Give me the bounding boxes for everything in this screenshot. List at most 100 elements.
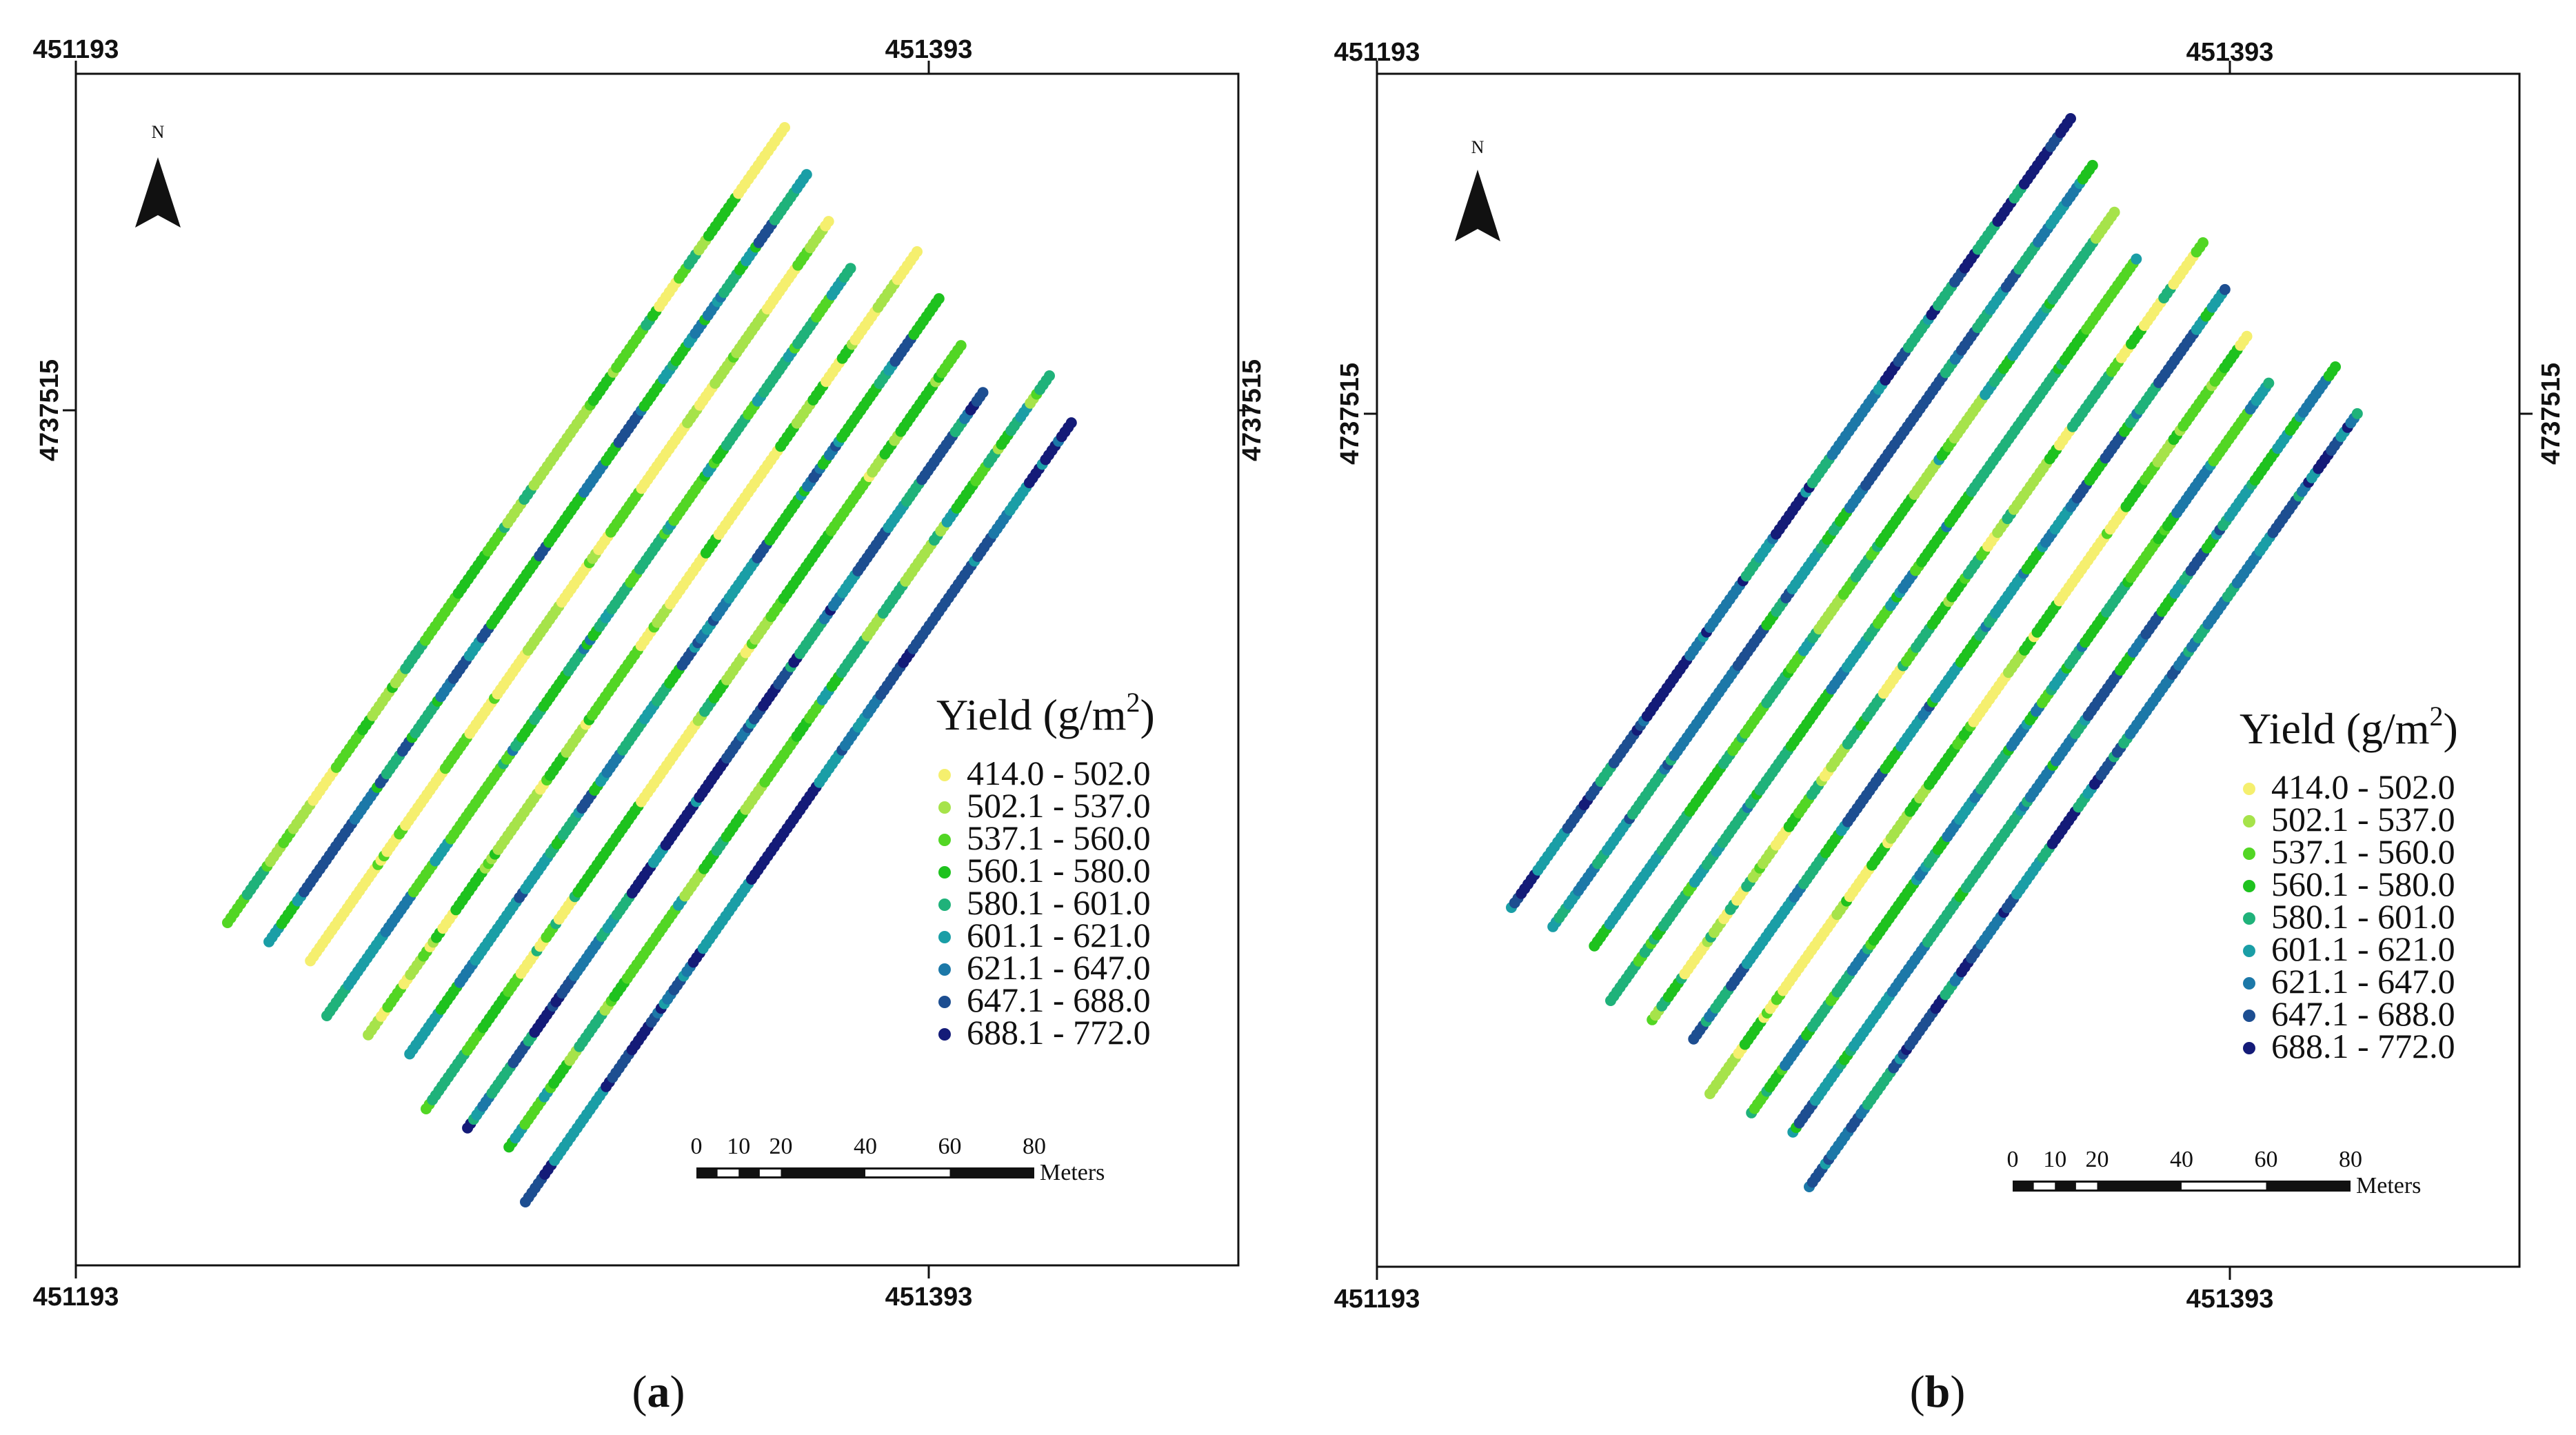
legend-label: 647.1 - 688.0 xyxy=(967,981,1151,1019)
legend-swatch xyxy=(2243,847,2255,860)
north-arrow-icon xyxy=(1455,170,1500,241)
legend-swatch xyxy=(2243,783,2255,795)
yield-point xyxy=(2241,330,2253,342)
north-arrow: N xyxy=(135,122,181,228)
coord-bottom-left: 451193 xyxy=(1334,1285,1420,1314)
scale-tick-label: 10 xyxy=(727,1134,750,1159)
scale-tick-label: 80 xyxy=(1023,1134,1046,1159)
scale-tick-label: 80 xyxy=(2339,1147,2362,1172)
coord-top-mid: 451393 xyxy=(885,35,973,64)
legend-label: 621.1 - 647.0 xyxy=(2271,962,2455,1001)
panel-b: 451193 451393 451193 451393 4737515 4737… xyxy=(1334,38,2566,1417)
yield-stripes-a xyxy=(222,122,1077,1207)
coord-bottom-mid: 451393 xyxy=(2186,1285,2274,1314)
legend-label: 580.1 - 601.0 xyxy=(2271,897,2455,936)
panel-label-b: (b) xyxy=(1910,1367,1966,1417)
legend-label: 688.1 - 772.0 xyxy=(2271,1027,2455,1065)
coord-top-left: 451193 xyxy=(1334,38,1420,67)
coord-top-mid: 451393 xyxy=(2186,38,2274,67)
coord-top-left: 451193 xyxy=(33,35,119,64)
legend-swatch xyxy=(938,1028,951,1041)
yield-point xyxy=(2330,361,2341,372)
yield-point xyxy=(2086,159,2098,171)
legend-label: 688.1 - 772.0 xyxy=(967,1013,1151,1052)
legend-label: 601.1 - 621.0 xyxy=(2271,930,2455,968)
coord-left-mid: 4737515 xyxy=(35,359,64,461)
legend-swatch xyxy=(2243,945,2255,957)
legend-swatch xyxy=(2243,912,2255,925)
coord-bottom-left: 451193 xyxy=(33,1283,119,1312)
legend-label: 560.1 - 580.0 xyxy=(967,851,1151,890)
yield-stripes-b xyxy=(1506,113,2363,1192)
map-frame xyxy=(1376,72,2521,1268)
legend-label: 560.1 - 580.0 xyxy=(2271,865,2455,903)
scale-bar-segment xyxy=(2033,1183,2055,1190)
north-arrow-icon xyxy=(135,157,181,228)
legend-swatch xyxy=(2243,1010,2255,1022)
map-frame xyxy=(74,72,1240,1267)
coord-right-mid: 4737515 xyxy=(1238,359,1267,461)
legend-label: 537.1 - 560.0 xyxy=(2271,832,2455,871)
north-label: N xyxy=(152,122,165,142)
legend-label: 414.0 - 502.0 xyxy=(2271,767,2455,806)
coord-left-mid: 4737515 xyxy=(1336,363,1365,465)
scale-tick-label: 60 xyxy=(2255,1147,2278,1172)
panel-a: 451193 451393 451193 451393 4737515 4737… xyxy=(33,35,1267,1417)
legend-swatch xyxy=(2243,815,2255,827)
yield-point xyxy=(2197,237,2208,248)
legend-swatch xyxy=(938,996,951,1008)
scale-unit-label: Meters xyxy=(2356,1173,2421,1198)
yield-point xyxy=(823,216,834,228)
legend-swatch xyxy=(938,931,951,943)
scale-tick-label: 20 xyxy=(2086,1147,2109,1172)
yield-point xyxy=(2109,206,2120,218)
yield-point xyxy=(955,340,967,352)
scale-bar-segment xyxy=(865,1170,950,1176)
scale-tick-label: 0 xyxy=(2007,1147,2019,1172)
scale-bar-segment xyxy=(717,1170,739,1176)
legend-label: 537.1 - 560.0 xyxy=(967,819,1151,857)
legend-label: 601.1 - 621.0 xyxy=(967,916,1151,954)
legend-swatch xyxy=(938,801,951,814)
yield-point xyxy=(2351,408,2363,419)
north-arrow: N xyxy=(1455,137,1500,241)
scale-tick-label: 10 xyxy=(2043,1147,2066,1172)
coord-bottom-mid: 451393 xyxy=(885,1283,973,1312)
north-label: N xyxy=(1471,137,1485,157)
yield-point xyxy=(2065,113,2076,124)
yield-point xyxy=(2131,253,2142,265)
legend-swatch xyxy=(938,963,951,976)
legend-title: Yield (g/m2) xyxy=(936,687,1155,739)
yield-point xyxy=(801,169,812,181)
yield-point xyxy=(933,293,945,305)
legend-swatch xyxy=(938,834,951,846)
scale-bar-segment xyxy=(759,1170,781,1176)
yield-point xyxy=(2263,377,2275,389)
legend-swatch xyxy=(2243,977,2255,990)
scale-unit-label: Meters xyxy=(1040,1160,1105,1185)
yield-point xyxy=(779,122,790,133)
legend-swatch xyxy=(938,866,951,879)
yield-point xyxy=(912,246,923,257)
yield-point xyxy=(1044,370,1055,381)
legend-label: 580.1 - 601.0 xyxy=(967,883,1151,922)
legend-swatch xyxy=(938,769,951,781)
scale-bar-segment xyxy=(2075,1183,2097,1190)
legend-label: 621.1 - 647.0 xyxy=(967,948,1151,987)
legend-swatch xyxy=(2243,1042,2255,1054)
legend-label: 502.1 - 537.0 xyxy=(967,786,1151,825)
yield-point xyxy=(977,387,989,399)
legend-swatch xyxy=(938,899,951,911)
legend-label: 647.1 - 688.0 xyxy=(2271,994,2455,1033)
scale-tick-label: 40 xyxy=(854,1134,877,1159)
scale-bar-segment xyxy=(2182,1183,2266,1190)
legend-label: 414.0 - 502.0 xyxy=(967,754,1151,792)
scale-tick-label: 60 xyxy=(938,1134,962,1159)
